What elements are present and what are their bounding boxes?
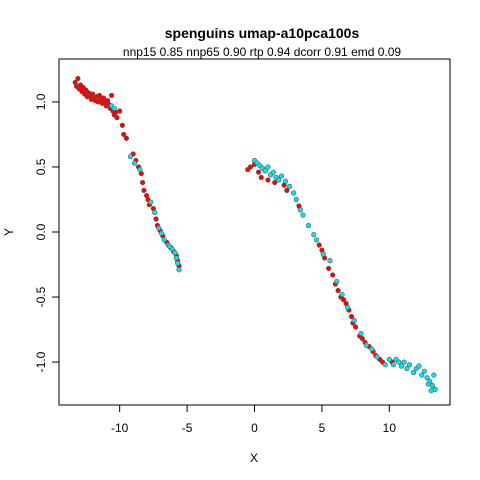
data-point-cyan: [428, 388, 434, 394]
data-point-cyan: [382, 362, 388, 368]
data-point-cyan: [358, 330, 364, 337]
data-point-cyan: [111, 105, 117, 112]
data-point-cyan: [156, 225, 162, 231]
x-tick-label: 0: [251, 421, 258, 435]
data-point-cyan: [363, 342, 370, 348]
data-point-red: [348, 313, 355, 320]
data-point-cyan: [262, 168, 268, 174]
data-point-red: [123, 135, 130, 141]
y-tick-label: -0.5: [34, 286, 48, 307]
data-point-red: [326, 265, 332, 272]
x-tick-label: -10: [111, 421, 129, 435]
data-point-cyan: [176, 267, 182, 273]
data-point-cyan: [158, 230, 165, 236]
y-tick-label: 0.5: [34, 158, 48, 175]
data-point-cyan: [311, 232, 317, 238]
data-point-cyan: [344, 304, 351, 311]
data-point-red: [335, 287, 341, 294]
data-point-cyan: [404, 365, 410, 372]
data-point-cyan: [282, 178, 289, 184]
data-point-cyan: [137, 166, 143, 173]
data-point-red: [316, 242, 322, 248]
data-point-red: [359, 336, 365, 342]
data-point-cyan: [175, 260, 181, 266]
data-point-red: [330, 272, 336, 278]
data-point-cyan: [424, 375, 430, 381]
y-axis: -1.0 -0.5 0.0 0.5 1.0: [34, 93, 60, 372]
data-point-cyan: [278, 173, 285, 179]
data-point-red: [114, 114, 120, 121]
data-point-cyan: [127, 153, 134, 160]
data-point-cyan: [320, 251, 326, 257]
data-point-cyan: [339, 291, 345, 298]
data-point-red: [284, 187, 290, 193]
data-point-red: [247, 164, 254, 170]
data-point-cyan: [327, 258, 333, 264]
y-tick-label: 1.0: [34, 93, 48, 110]
data-point-cyan: [351, 317, 357, 324]
data-point-cyan: [425, 381, 432, 387]
data-point-cyan: [293, 196, 299, 203]
data-point-cyan: [276, 177, 282, 183]
data-point-cyan: [421, 368, 427, 374]
data-point-red: [340, 297, 347, 303]
data-point-cyan: [374, 354, 380, 360]
y-axis-label: Y: [2, 228, 16, 236]
data-point-cyan: [334, 278, 340, 285]
data-point-red: [117, 108, 123, 114]
data-point-red: [255, 169, 262, 175]
data-point-red: [121, 131, 127, 138]
data-point-cyan: [305, 222, 312, 229]
data-point-cyan: [152, 209, 158, 216]
data-point-cyan: [396, 359, 402, 365]
data-point-cyan: [169, 246, 175, 252]
data-point-red: [258, 174, 264, 180]
x-tick-label: 5: [319, 421, 326, 435]
points-layer: [72, 75, 438, 394]
data-point-red: [265, 177, 271, 183]
data-point-cyan: [148, 199, 154, 205]
data-point-cyan: [431, 372, 437, 378]
data-point-cyan: [416, 363, 422, 369]
data-point-red: [153, 216, 159, 222]
data-point-cyan: [297, 207, 303, 213]
data-point-cyan: [300, 212, 306, 218]
y-tick-label: -1.0: [34, 351, 48, 372]
data-point-cyan: [313, 237, 320, 243]
x-axis: -10 -5 0 5 10: [111, 404, 397, 435]
data-point-cyan: [386, 356, 392, 363]
data-point-cyan: [286, 183, 293, 190]
data-point-cyan: [270, 169, 276, 175]
data-point-red: [141, 187, 147, 193]
y-tick-label: 0.0: [34, 223, 48, 240]
data-point-cyan: [390, 362, 396, 368]
data-point-red: [353, 324, 359, 330]
data-point-cyan: [173, 255, 179, 261]
data-point-red: [272, 179, 278, 186]
data-point-cyan: [406, 362, 413, 368]
data-point-cyan: [131, 160, 138, 166]
data-point-cyan: [172, 250, 178, 256]
data-point-red: [75, 75, 81, 82]
data-point-red: [139, 179, 146, 186]
x-tick-label: -5: [182, 421, 193, 435]
data-point-cyan: [291, 190, 297, 196]
chart-title: spenguins umap-a10pca100s: [165, 25, 360, 41]
data-point-cyan: [369, 346, 375, 352]
data-point-cyan: [419, 372, 425, 378]
data-point-red: [119, 122, 125, 128]
data-point-cyan: [398, 363, 405, 369]
x-tick-label: 10: [383, 421, 397, 435]
x-axis-label: X: [250, 451, 258, 465]
chart-subtitle: nnp15 0.85 nnp65 0.90 rtp 0.94 dcorr 0.9…: [123, 45, 402, 59]
data-point-cyan: [410, 369, 417, 376]
data-point-red: [108, 92, 115, 99]
data-point-cyan: [401, 359, 407, 365]
data-point-cyan: [161, 237, 167, 243]
data-point-cyan: [265, 164, 271, 170]
